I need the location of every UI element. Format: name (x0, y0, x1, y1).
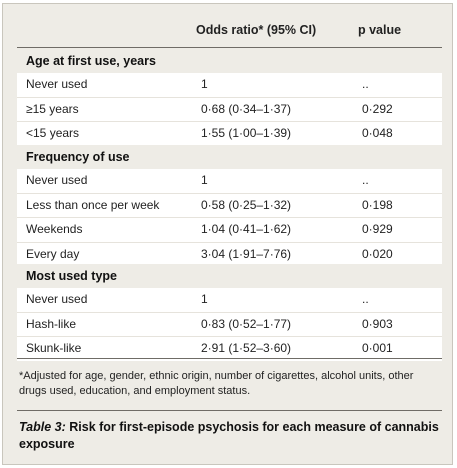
p-value-cell: 0·048 (362, 126, 393, 140)
row-label: ≥15 years (26, 101, 79, 116)
p-value-cell: 0·001 (362, 341, 393, 355)
row-label: Never used (26, 292, 88, 306)
row-label: Hash-like (26, 316, 77, 331)
row-label: Skunk-like (26, 341, 82, 355)
p-value-cell: .. (362, 292, 369, 306)
odds-ratio-cell: 1 (201, 77, 208, 91)
odds-ratio-cell: 1 (201, 292, 208, 306)
odds-ratio-cell: 1 (201, 173, 208, 187)
p-value-cell: 0·929 (362, 222, 393, 236)
row-label: Every day (26, 246, 80, 261)
p-value-cell: 0·292 (362, 101, 393, 116)
table-row: Every day 3·04 (1·91–7·76) 0·020 (17, 242, 442, 266)
section-most-used-type: Most used type Never used 1 .. Hash-like… (17, 264, 442, 361)
odds-ratio-cell: 0·58 (0·25–1·32) (201, 197, 292, 212)
table-header: Odds ratio* (95% CI) p value (3, 4, 452, 47)
p-value-cell: 0·903 (362, 316, 393, 331)
table-row: Weekends 1·04 (0·41–1·62) 0·929 (17, 218, 442, 243)
table-row: Skunk-like 2·91 (1·52–3·60) 0·001 (17, 337, 442, 361)
table-row: Hash-like 0·83 (0·52–1·77) 0·903 (17, 312, 442, 337)
p-value-cell: .. (362, 77, 369, 91)
odds-ratio-cell: 1·04 (0·41–1·62) (201, 222, 292, 236)
table-row: ≥15 years 0·68 (0·34–1·37) 0·292 (17, 97, 442, 122)
odds-ratio-cell: 3·04 (1·91–7·76) (201, 246, 292, 261)
column-header-p-value: p value (358, 23, 402, 37)
table-row: Less than once per week 0·58 (0·25–1·32)… (17, 193, 442, 218)
p-value-cell: 0·198 (362, 197, 393, 212)
row-label: Never used (26, 77, 88, 91)
row-label: Never used (26, 173, 88, 187)
header-rule (17, 47, 442, 48)
section-title: Frequency of use (17, 145, 442, 169)
table-footnote: *Adjusted for age, gender, ethnic origin… (19, 370, 414, 397)
row-label: Weekends (26, 222, 83, 236)
column-header-odds-ratio: Odds ratio* (95% CI) (196, 23, 317, 37)
row-label: Less than once per week (26, 197, 160, 212)
section-title: Age at first use, years (17, 49, 442, 73)
p-value-cell: 0·020 (362, 246, 393, 261)
odds-ratio-cell: 2·91 (1·52–3·60) (201, 341, 292, 355)
table-panel: Odds ratio* (95% CI) p value Age at firs… (2, 3, 453, 465)
p-value-cell: .. (362, 173, 369, 187)
row-label: <15 years (26, 126, 80, 140)
table-row: <15 years 1·55 (1·00–1·39) 0·048 (17, 122, 442, 146)
caption-rule (17, 410, 442, 411)
table-row: Never used 1 .. (17, 169, 442, 194)
section-age-at-first-use: Age at first use, years Never used 1 .. … (17, 49, 442, 146)
table-row: Never used 1 .. (17, 288, 442, 313)
caption-label: Table 3: (19, 420, 66, 434)
section-title: Most used type (17, 264, 442, 288)
section-frequency-of-use: Frequency of use Never used 1 .. Less th… (17, 145, 442, 266)
caption-text: Risk for first-episode psychosis for eac… (19, 420, 439, 451)
odds-ratio-cell: 0·68 (0·34–1·37) (201, 101, 292, 116)
odds-ratio-cell: 0·83 (0·52–1·77) (201, 316, 292, 331)
table-caption: Table 3: Risk for first-episode psychosi… (19, 419, 439, 453)
table-row: Never used 1 .. (17, 73, 442, 98)
table-bottom-rule (17, 358, 442, 359)
odds-ratio-cell: 1·55 (1·00–1·39) (201, 126, 292, 140)
